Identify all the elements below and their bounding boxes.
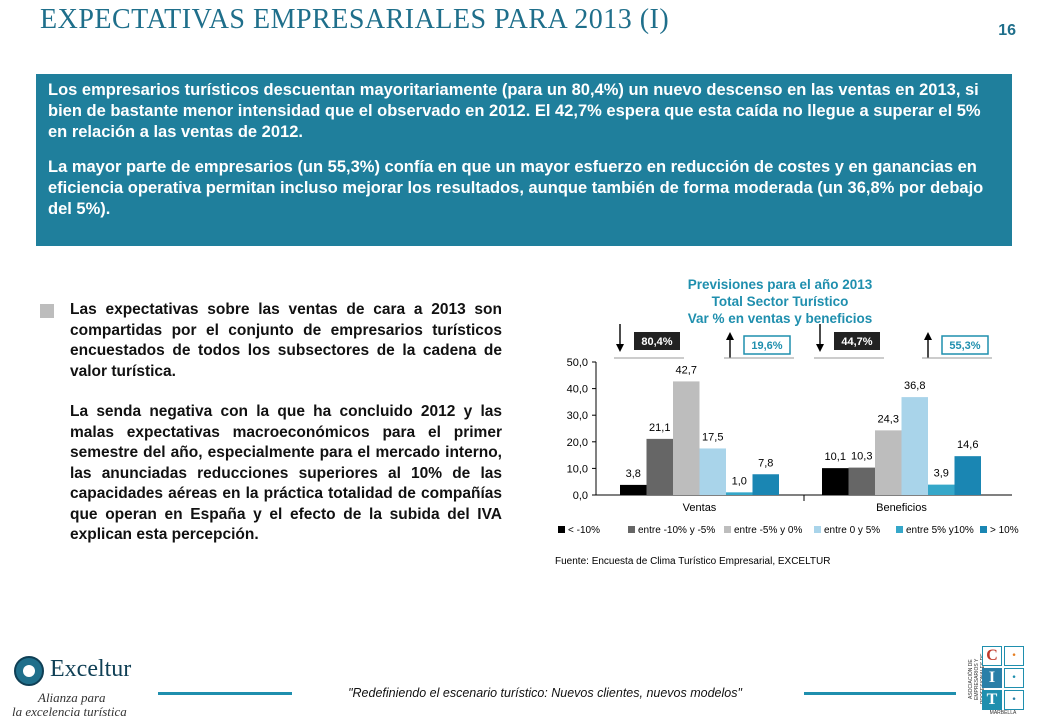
legend-label: entre -5% y 0% [734, 525, 802, 536]
legend-swatch [814, 526, 821, 533]
callout-box [743, 335, 791, 355]
legend-label: entre 0 y 5% [824, 525, 880, 536]
partner-logo-text: ASOCIACIÓN DE EMPRESARIOS Y PROFESIONALE… [968, 654, 986, 705]
bar-value-label: 42,7 [676, 364, 697, 376]
callout-box [941, 335, 989, 355]
bar-value-label: 21,1 [649, 422, 670, 434]
x-category-label: Beneficios [876, 502, 927, 514]
bar [901, 397, 928, 495]
bar [620, 484, 647, 495]
y-tick-label: 0,0 [573, 490, 588, 502]
bar-value-label: 3,8 [626, 468, 641, 480]
callout-arrowhead [924, 332, 932, 340]
callout-box [834, 332, 880, 350]
callout-label: 19,6% [751, 340, 782, 352]
bar [848, 467, 875, 495]
callout-arrowhead [616, 344, 624, 352]
bar-value-label: 3,9 [934, 468, 949, 480]
bar-value-label: 36,8 [904, 380, 925, 392]
exceltur-logo-tagline-1: Alianza para [38, 690, 106, 705]
x-category-label: Ventas [683, 502, 717, 514]
callout-box [634, 332, 680, 350]
footer-line-right [804, 692, 956, 695]
exceltur-logo: Exceltur Alianza para la excelencia turí… [12, 650, 152, 719]
bar [954, 456, 981, 495]
banner-paragraph-2: La mayor parte de empresarios (un 55,3%)… [48, 158, 984, 218]
callout-label: 80,4% [641, 336, 672, 348]
chart-title-line-3: Var % en ventas y beneficios [687, 311, 873, 326]
banner-paragraph-1: Los empresarios turísticos descuentan ma… [48, 81, 981, 141]
bar-value-label: 1,0 [732, 475, 747, 487]
exceltur-emblem-icon [14, 656, 44, 686]
bar-value-label: 14,6 [957, 439, 978, 451]
y-tick-label: 10,0 [567, 463, 588, 475]
bar-chart: 0,0 10,0 20,0 30,0 40,0 50,0 3,8 21,1 42,7 17,5 1,… [558, 324, 1019, 536]
partner-logo-city: MARBELLA [989, 710, 1017, 716]
body-text: Las expectativas sobre las ventas de car… [40, 300, 502, 546]
partner-logo: ASOCIACIÓN DE EMPRESARIOS Y PROFESIONALE… [968, 638, 1028, 718]
bar [726, 492, 753, 495]
legend-swatch [896, 526, 903, 533]
bar-value-label: 7,8 [758, 457, 773, 469]
legend-label: < -10% [568, 525, 600, 536]
bar-value-label: 17,5 [702, 431, 723, 443]
y-tick-label: 40,0 [567, 384, 588, 396]
bullet-square-icon [40, 304, 54, 318]
page-title: EXPECTATIVAS EMPRESARIALES PARA 2013 (I) [40, 4, 670, 35]
footer-line-left [158, 692, 292, 695]
body-paragraph-1: Las expectativas sobre las ventas de car… [70, 301, 502, 380]
partner-logo-emblem-icon: C · I · T · [982, 646, 1024, 710]
legend-label: entre -10% y -5% [638, 525, 715, 536]
legend-swatch [628, 526, 635, 533]
bar-value-label: 10,1 [825, 451, 846, 463]
bar-value-label: 24,3 [878, 413, 899, 425]
legend-swatch [980, 526, 987, 533]
bar [822, 468, 849, 495]
exceltur-logo-name: Exceltur [50, 656, 132, 682]
chart-title-line-1: Previsiones para el año 2013 [687, 277, 873, 292]
bar [875, 430, 902, 495]
callout-arrowhead [726, 332, 734, 340]
body-paragraph-2: La senda negativa con la que ha concluid… [70, 403, 502, 543]
legend-swatch [558, 526, 565, 533]
page-number: 16 [998, 22, 1016, 39]
summary-banner: Los empresarios turísticos descuentan ma… [36, 74, 1012, 246]
y-tick-label: 50,0 [567, 357, 588, 369]
callout-arrowhead [816, 344, 824, 352]
bar-value-label: 10,3 [851, 451, 872, 463]
footer-tagline: "Redefiniendo el escenario turístico: Nu… [348, 686, 742, 700]
bar [699, 448, 726, 495]
bar [673, 381, 700, 495]
y-tick-label: 30,0 [567, 410, 588, 422]
exceltur-logo-tagline-2: la excelencia turística [12, 704, 127, 719]
bar [646, 438, 673, 495]
callout-label: 55,3% [949, 340, 980, 352]
bar [752, 474, 779, 495]
bar [928, 484, 955, 495]
chart-title: Previsiones para el año 2013 Total Secto… [620, 276, 940, 327]
chart-title-line-2: Total Sector Turístico [711, 294, 849, 309]
legend-swatch [724, 526, 731, 533]
chart-source: Fuente: Encuesta de Clima Turístico Empr… [555, 556, 831, 567]
callout-label: 44,7% [841, 336, 872, 348]
legend-label: entre 5% y10% [906, 525, 974, 536]
legend-label: > 10% [990, 525, 1019, 536]
y-tick-label: 20,0 [567, 437, 588, 449]
